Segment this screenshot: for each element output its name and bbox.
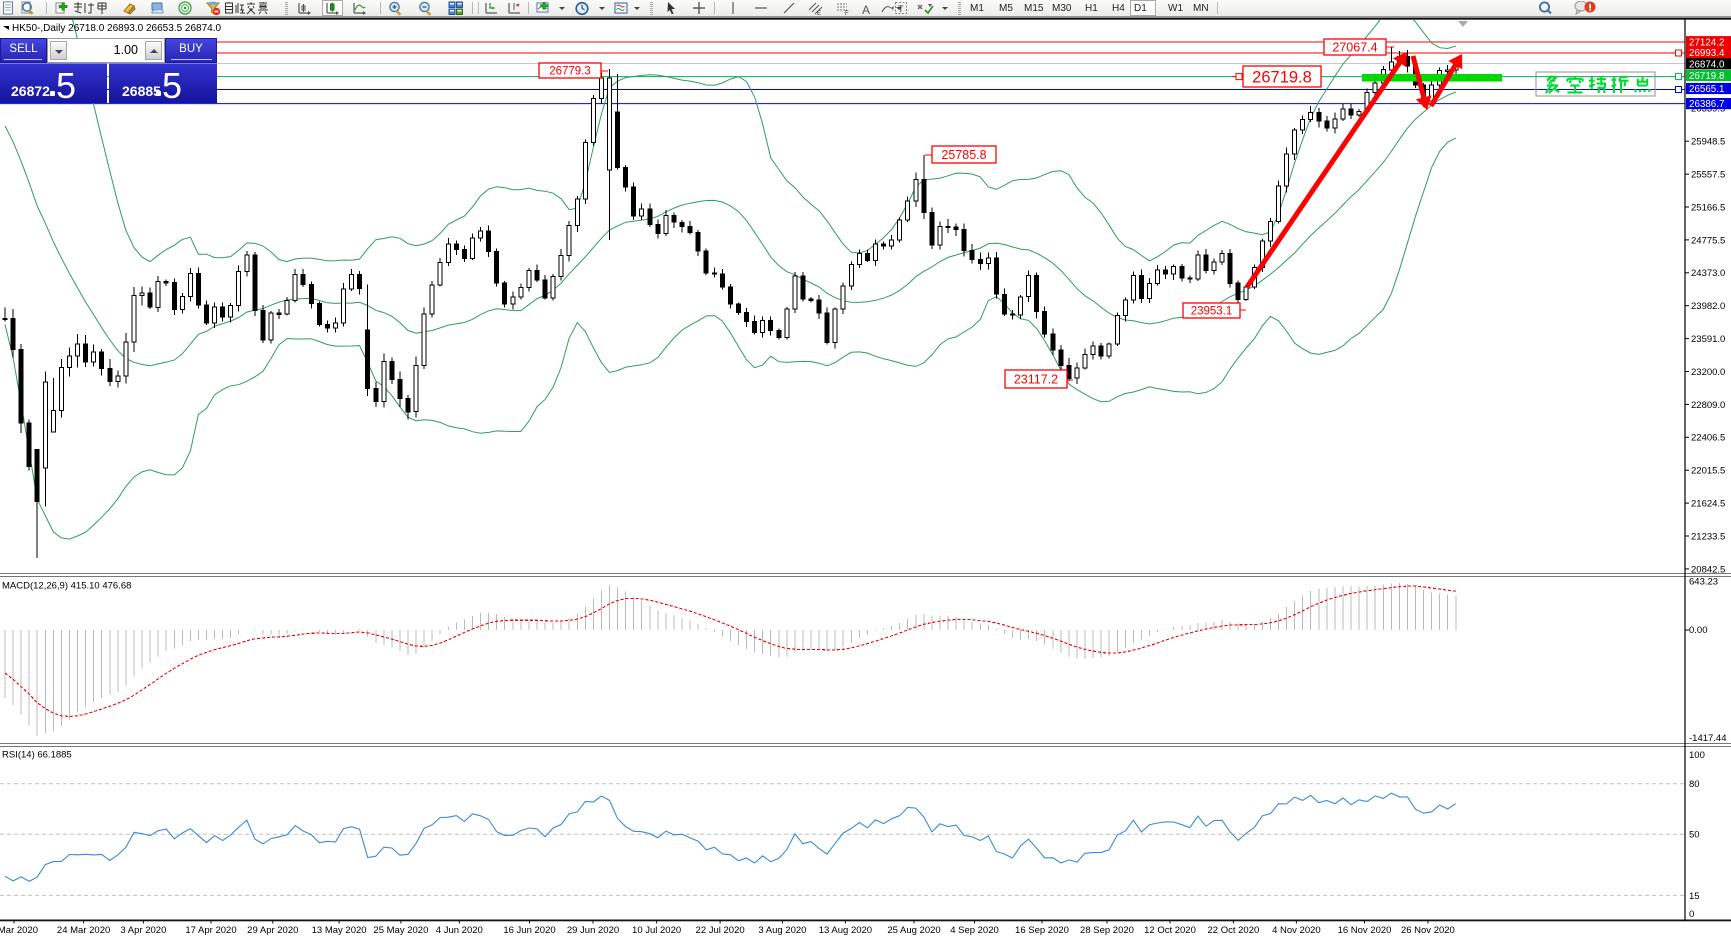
svg-text:25 Aug 2020: 25 Aug 2020	[887, 925, 940, 936]
svg-text:24775.5: 24775.5	[1691, 235, 1725, 246]
svg-text:26779.3: 26779.3	[549, 66, 591, 78]
svg-text:80: 80	[1689, 779, 1700, 790]
svg-text:HK50-,Daily 26718.0 26893.0 2: HK50-,Daily 26718.0 26893.0 26653.5 2687…	[12, 23, 221, 34]
svg-text:RSI(14) 66.1885: RSI(14) 66.1885	[2, 750, 72, 761]
svg-text:16 Sep 2020: 16 Sep 2020	[1015, 925, 1069, 936]
svg-text:26565.1: 26565.1	[1689, 84, 1724, 95]
svg-text:24373.0: 24373.0	[1691, 268, 1725, 279]
svg-text:22015.5: 22015.5	[1691, 466, 1725, 477]
svg-text:13 May 2020: 13 May 2020	[312, 925, 367, 936]
svg-text:22 Jul 2020: 22 Jul 2020	[696, 925, 745, 936]
svg-text:643.23: 643.23	[1689, 577, 1718, 588]
svg-text:0: 0	[1689, 909, 1694, 920]
svg-text:26993.4: 26993.4	[1689, 48, 1725, 59]
svg-text:23953.1: 23953.1	[1191, 306, 1233, 318]
svg-text:29 Apr 2020: 29 Apr 2020	[247, 925, 298, 936]
svg-text:20842.5: 20842.5	[1691, 564, 1725, 575]
svg-text:-1417.44: -1417.44	[1689, 733, 1727, 744]
svg-text:24 Mar 2020: 24 Mar 2020	[57, 925, 110, 936]
svg-text:25948.5: 25948.5	[1691, 137, 1725, 148]
svg-text:22406.5: 22406.5	[1691, 433, 1725, 444]
svg-text:3 Apr 2020: 3 Apr 2020	[120, 925, 166, 936]
svg-text:26386.7: 26386.7	[1689, 99, 1724, 110]
svg-text:26719.8: 26719.8	[1689, 71, 1725, 82]
svg-text:23982.0: 23982.0	[1691, 301, 1725, 312]
svg-text:25785.8: 25785.8	[941, 148, 986, 162]
svg-text:F: F	[845, 11, 849, 16]
svg-text:28 Sep 2020: 28 Sep 2020	[1080, 925, 1134, 936]
svg-text:26874.0: 26874.0	[1689, 59, 1725, 70]
svg-text:23591.0: 23591.0	[1691, 334, 1725, 345]
svg-text:MACD(12,26,9) 415.10 476.68: MACD(12,26,9) 415.10 476.68	[2, 581, 131, 592]
svg-text:29 Jun 2020: 29 Jun 2020	[567, 925, 619, 936]
svg-text:26719.8: 26719.8	[1252, 68, 1312, 86]
svg-text:15: 15	[1689, 891, 1700, 902]
svg-text:0.00: 0.00	[1689, 625, 1708, 636]
svg-text:21624.5: 21624.5	[1691, 499, 1725, 510]
svg-text:16 Nov 2020: 16 Nov 2020	[1338, 925, 1392, 936]
svg-text:4 Jun 2020: 4 Jun 2020	[436, 925, 483, 936]
svg-text:T: T	[898, 4, 904, 14]
svg-text:4 Nov 2020: 4 Nov 2020	[1272, 925, 1321, 936]
svg-text:25557.5: 25557.5	[1691, 170, 1725, 181]
svg-text:12 Oct 2020: 12 Oct 2020	[1144, 925, 1196, 936]
svg-text:50: 50	[1689, 830, 1700, 841]
svg-text:27124.2: 27124.2	[1689, 37, 1724, 48]
svg-text:16 Jun 2020: 16 Jun 2020	[503, 925, 555, 936]
svg-text:25 May 2020: 25 May 2020	[373, 925, 428, 936]
svg-text:27067.4: 27067.4	[1332, 41, 1377, 55]
svg-text:22 Oct 2020: 22 Oct 2020	[1208, 925, 1260, 936]
svg-text:2 Mar 2020: 2 Mar 2020	[0, 925, 38, 936]
svg-text:26 Nov 2020: 26 Nov 2020	[1401, 925, 1455, 936]
svg-text:21233.5: 21233.5	[1691, 531, 1725, 542]
svg-text:23200.0: 23200.0	[1691, 367, 1725, 378]
svg-text:13 Aug 2020: 13 Aug 2020	[819, 925, 872, 936]
svg-text:3 Aug 2020: 3 Aug 2020	[758, 925, 806, 936]
svg-text:17 Apr 2020: 17 Apr 2020	[185, 925, 236, 936]
svg-text:100: 100	[1689, 750, 1705, 761]
svg-text:22809.0: 22809.0	[1691, 400, 1725, 411]
svg-text:10 Jul 2020: 10 Jul 2020	[632, 925, 681, 936]
svg-text:23117.2: 23117.2	[1014, 373, 1058, 387]
svg-text:25166.5: 25166.5	[1691, 202, 1725, 213]
svg-text:4 Sep 2020: 4 Sep 2020	[950, 925, 999, 936]
svg-text:E: E	[817, 11, 821, 16]
